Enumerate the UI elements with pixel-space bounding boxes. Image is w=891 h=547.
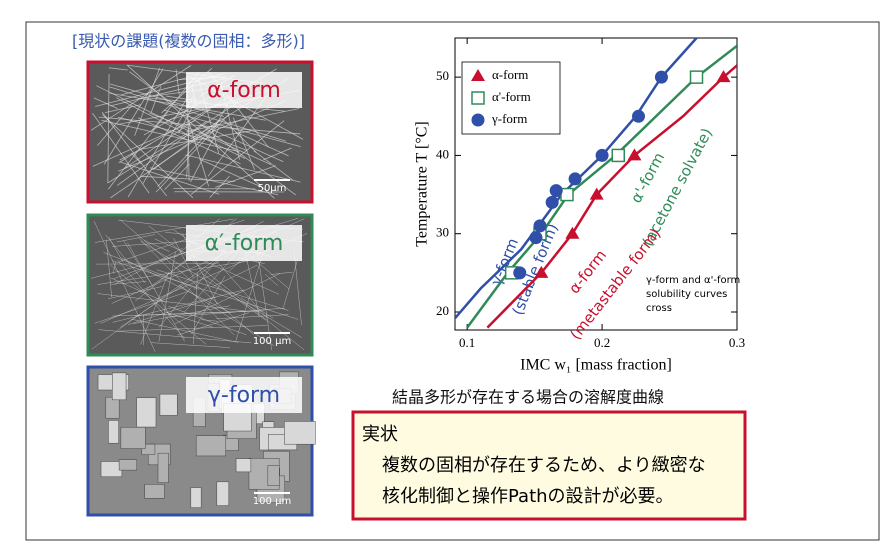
annotation: solubility curves [646, 289, 727, 300]
crystal [137, 398, 156, 427]
y-tick-label: 40 [436, 146, 449, 161]
crystal [268, 465, 280, 485]
annotation: γ-form and α'-form [646, 275, 740, 286]
y-axis-label: Temperature T [°C] [414, 121, 431, 247]
data-point [550, 184, 563, 197]
note-heading: 実状 [362, 424, 398, 445]
crystal [108, 420, 118, 443]
crystal [145, 484, 165, 498]
data-point [529, 231, 542, 244]
crystal [196, 436, 226, 456]
data-point [534, 219, 547, 232]
data-point [691, 71, 703, 83]
caption: 結晶多形が存在する場合の溶解度曲線 [392, 388, 664, 407]
crystal [101, 461, 122, 476]
scale-label: 50μm [258, 183, 287, 194]
slide-title: [現状の課題(複数の固相：多形)] [72, 32, 305, 51]
legend-label: α-form [492, 67, 528, 82]
x-axis-label: IMC w₁ [mass fraction] [520, 357, 672, 374]
y-tick-label: 50 [436, 68, 449, 83]
legend-symbol [472, 92, 484, 104]
annotation: cross [646, 303, 672, 314]
y-tick-label: 20 [436, 303, 449, 318]
legend-label: γ-form [491, 111, 527, 126]
x-tick-label: 0.1 [459, 335, 475, 350]
crystal [158, 453, 168, 482]
legend-symbol [472, 114, 485, 127]
y-tick-label: 30 [436, 225, 449, 240]
crystal [284, 421, 315, 444]
legend-label: α'-form [492, 89, 531, 104]
x-tick-label: 0.3 [729, 335, 745, 350]
data-point [632, 110, 645, 123]
data-point [546, 196, 559, 209]
data-point [655, 71, 668, 84]
note-line: 複数の固相が存在するため、より緻密な [382, 455, 706, 476]
scale-label: 100 μm [253, 336, 291, 347]
data-point [612, 149, 624, 161]
photo-label: γ-form [208, 383, 280, 408]
x-tick-label: 0.2 [594, 335, 610, 350]
data-point [596, 149, 609, 162]
crystal [191, 488, 201, 508]
crystal [236, 459, 251, 472]
data-point [513, 266, 526, 279]
data-point [569, 172, 582, 185]
photo-label: α′-form [205, 231, 284, 256]
data-point [561, 189, 573, 201]
photo-label: α-form [207, 78, 281, 103]
note-line: 核化制御と操作Pathの設計が必要。 [382, 486, 674, 507]
crystal [121, 427, 145, 448]
crystal [112, 373, 126, 400]
crystal [119, 460, 137, 470]
crystal [160, 394, 177, 415]
slide: [現状の課題(複数の固相：多形)] 結晶多形が存在する場合の溶解度曲線 実状 複… [0, 0, 891, 543]
crystal [106, 397, 119, 418]
scale-label: 100 μm [253, 496, 291, 507]
crystal [217, 482, 229, 506]
